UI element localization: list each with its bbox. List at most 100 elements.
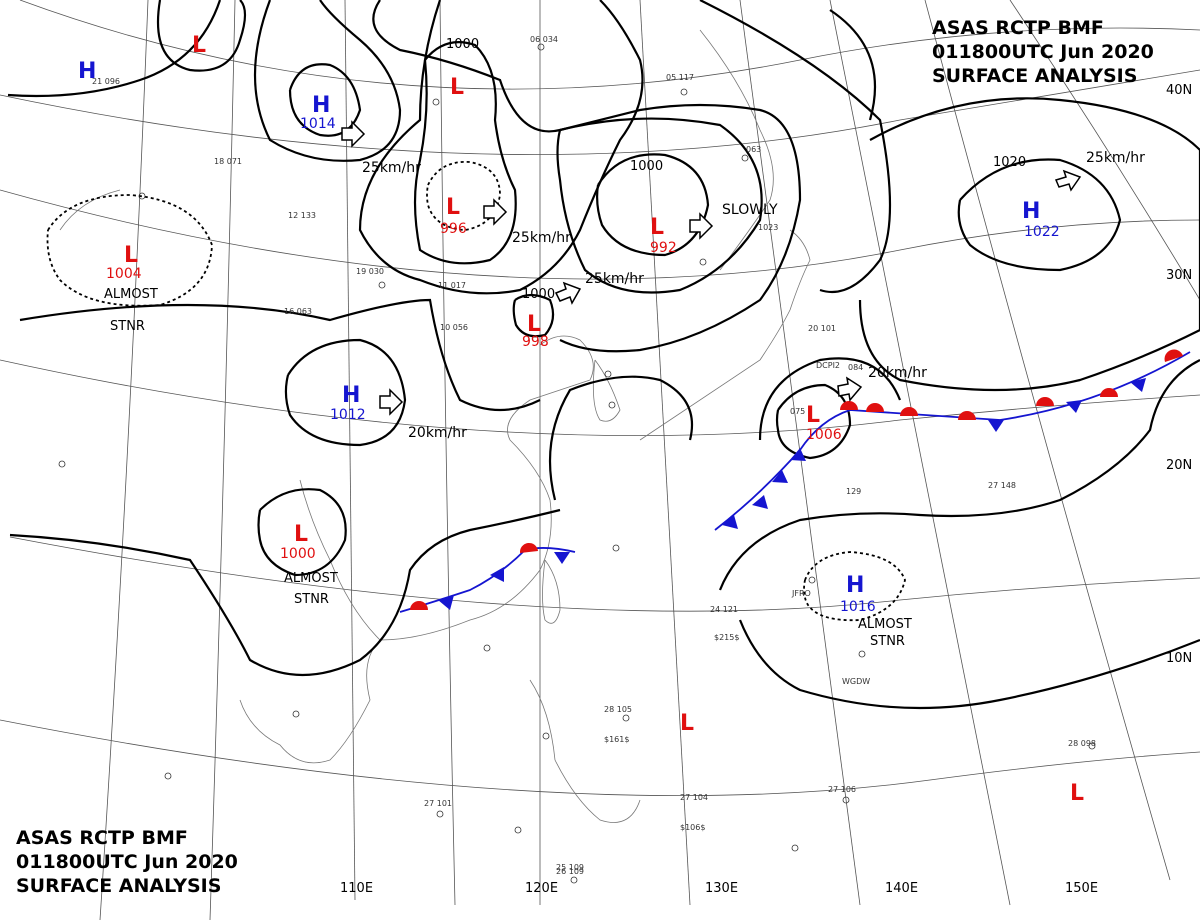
station-obs: 21 096 18 071 12 133 19 030 11 017 16 06… xyxy=(92,35,1096,876)
movement-text: 25km/hr xyxy=(1086,150,1145,166)
title-line: SURFACE ANALYSIS xyxy=(932,65,1137,87)
obs-text: WGDW xyxy=(842,677,870,686)
isobar-label: 1000 xyxy=(630,159,663,174)
obs-text: 129 xyxy=(846,487,861,496)
obs-text: 11 017 xyxy=(438,281,466,290)
pressure-centers: H L H 1014 L L 996 L 1004 ALMOST STNR L … xyxy=(78,33,1084,806)
lat-label: 40N xyxy=(1166,83,1192,98)
title-bottom-left: ASAS RCTP BMF 011800UTC Jun 2020 SURFACE… xyxy=(16,827,238,897)
pressure-value: 1004 xyxy=(106,266,142,282)
low-center: L xyxy=(527,312,541,337)
obs-text: 05 117 xyxy=(666,73,694,82)
pressure-value: 1006 xyxy=(806,427,842,443)
lon-label: 110E xyxy=(340,881,373,896)
movement-text: 20km/hr xyxy=(408,425,467,441)
obs-text: 063 xyxy=(746,145,761,154)
isobar-label: 1000 xyxy=(446,37,479,52)
obs-text: 16 063 xyxy=(284,307,312,316)
movement-text: 25km/hr xyxy=(362,160,421,176)
high-center: H xyxy=(312,93,330,118)
movement-text: 25km/hr xyxy=(585,271,644,287)
obs-text: DCPI2 xyxy=(816,361,840,370)
obs-text: 27 101 xyxy=(424,799,452,808)
obs-text: 21 096 xyxy=(92,77,120,86)
obs-text: 075 xyxy=(790,407,805,416)
cold-front-symbols xyxy=(438,378,1146,610)
lat-label: 20N xyxy=(1166,458,1192,473)
pressure-value: 1000 xyxy=(280,546,316,562)
movement-texts: 25km/hr 25km/hr 25km/hr SLOWLY 20km/hr 2… xyxy=(362,150,1145,441)
obs-text: 1023 xyxy=(758,223,778,232)
high-center: H xyxy=(1022,199,1040,224)
lat-label: 10N xyxy=(1166,651,1192,666)
obs-text: 27 104 xyxy=(680,793,708,802)
coastlines xyxy=(59,29,811,823)
lat-labels: 10N 20N 30N 40N xyxy=(1166,83,1192,666)
title-line: ASAS RCTP BMF xyxy=(932,17,1104,39)
low-center: L xyxy=(294,522,308,547)
obs-text: 24 121 xyxy=(710,605,738,614)
pressure-value: 996 xyxy=(440,221,467,237)
obs-text: $215$ xyxy=(714,633,739,642)
low-center: L xyxy=(124,243,138,268)
lon-label: 120E xyxy=(525,881,558,896)
movement-label: STNR xyxy=(294,592,329,607)
high-center: H xyxy=(846,573,864,598)
movement-label: STNR xyxy=(870,634,905,649)
title-line: 011800UTC Jun 2020 xyxy=(16,851,238,873)
lon-label: 150E xyxy=(1065,881,1098,896)
movement-label: ALMOST xyxy=(104,287,158,302)
pressure-value: 1014 xyxy=(300,116,336,132)
low-center: L xyxy=(680,711,694,736)
obs-text: 27 106 xyxy=(828,785,856,794)
movement-text: 20km/hr xyxy=(868,365,927,381)
warm-front-symbols xyxy=(410,349,1183,610)
lon-labels: 110E 120E 130E 140E 150E xyxy=(340,881,1098,896)
obs-text: 084 xyxy=(848,363,863,372)
obs-text: 19 030 xyxy=(356,267,384,276)
movement-label: STNR xyxy=(110,319,145,334)
obs-text: 25 109 xyxy=(556,863,584,872)
obs-text: 28 105 xyxy=(604,705,632,714)
low-center: L xyxy=(650,215,664,240)
low-center: L xyxy=(806,403,820,428)
obs-text: 18 071 xyxy=(214,157,242,166)
lon-label: 140E xyxy=(885,881,918,896)
station-markers xyxy=(58,43,1096,884)
obs-text: JFRO xyxy=(791,589,811,598)
obs-text: 10 056 xyxy=(440,323,468,332)
pressure-value: 1016 xyxy=(840,599,876,615)
lat-label: 30N xyxy=(1166,268,1192,283)
obs-text: $161$ xyxy=(604,735,629,744)
obs-text: 06 034 xyxy=(530,35,558,44)
obs-text: 26 109 xyxy=(556,867,584,876)
movement-arrows xyxy=(341,120,1082,416)
low-center: L xyxy=(192,33,206,58)
obs-text: 12 133 xyxy=(288,211,316,220)
pressure-value: 1022 xyxy=(1024,224,1060,240)
pressure-value: 998 xyxy=(522,334,549,350)
low-center: L xyxy=(446,195,460,220)
lon-label: 130E xyxy=(705,881,738,896)
obs-text: 27 148 xyxy=(988,481,1016,490)
title-line: 011800UTC Jun 2020 xyxy=(932,41,1154,63)
obs-text: 20 101 xyxy=(808,324,836,333)
pressure-value: 1012 xyxy=(330,407,366,423)
isobar-label: 1020 xyxy=(993,155,1026,170)
movement-label: ALMOST xyxy=(284,571,338,586)
isobar-label: 1000 xyxy=(522,287,555,302)
low-center: L xyxy=(1070,781,1084,806)
title-top-right: ASAS RCTP BMF 011800UTC Jun 2020 SURFACE… xyxy=(932,17,1154,87)
pressure-value: 992 xyxy=(650,240,677,256)
movement-label: ALMOST xyxy=(858,617,912,632)
low-center: L xyxy=(450,75,464,100)
obs-text: 28 098 xyxy=(1068,739,1096,748)
isobars xyxy=(7,0,1200,710)
isobar-labels: 1000 1000 1000 1020 xyxy=(446,37,1026,302)
title-line: ASAS RCTP BMF xyxy=(16,827,188,849)
high-center: H xyxy=(78,59,96,84)
title-line: SURFACE ANALYSIS xyxy=(16,875,221,897)
movement-text: 25km/hr xyxy=(512,230,571,246)
